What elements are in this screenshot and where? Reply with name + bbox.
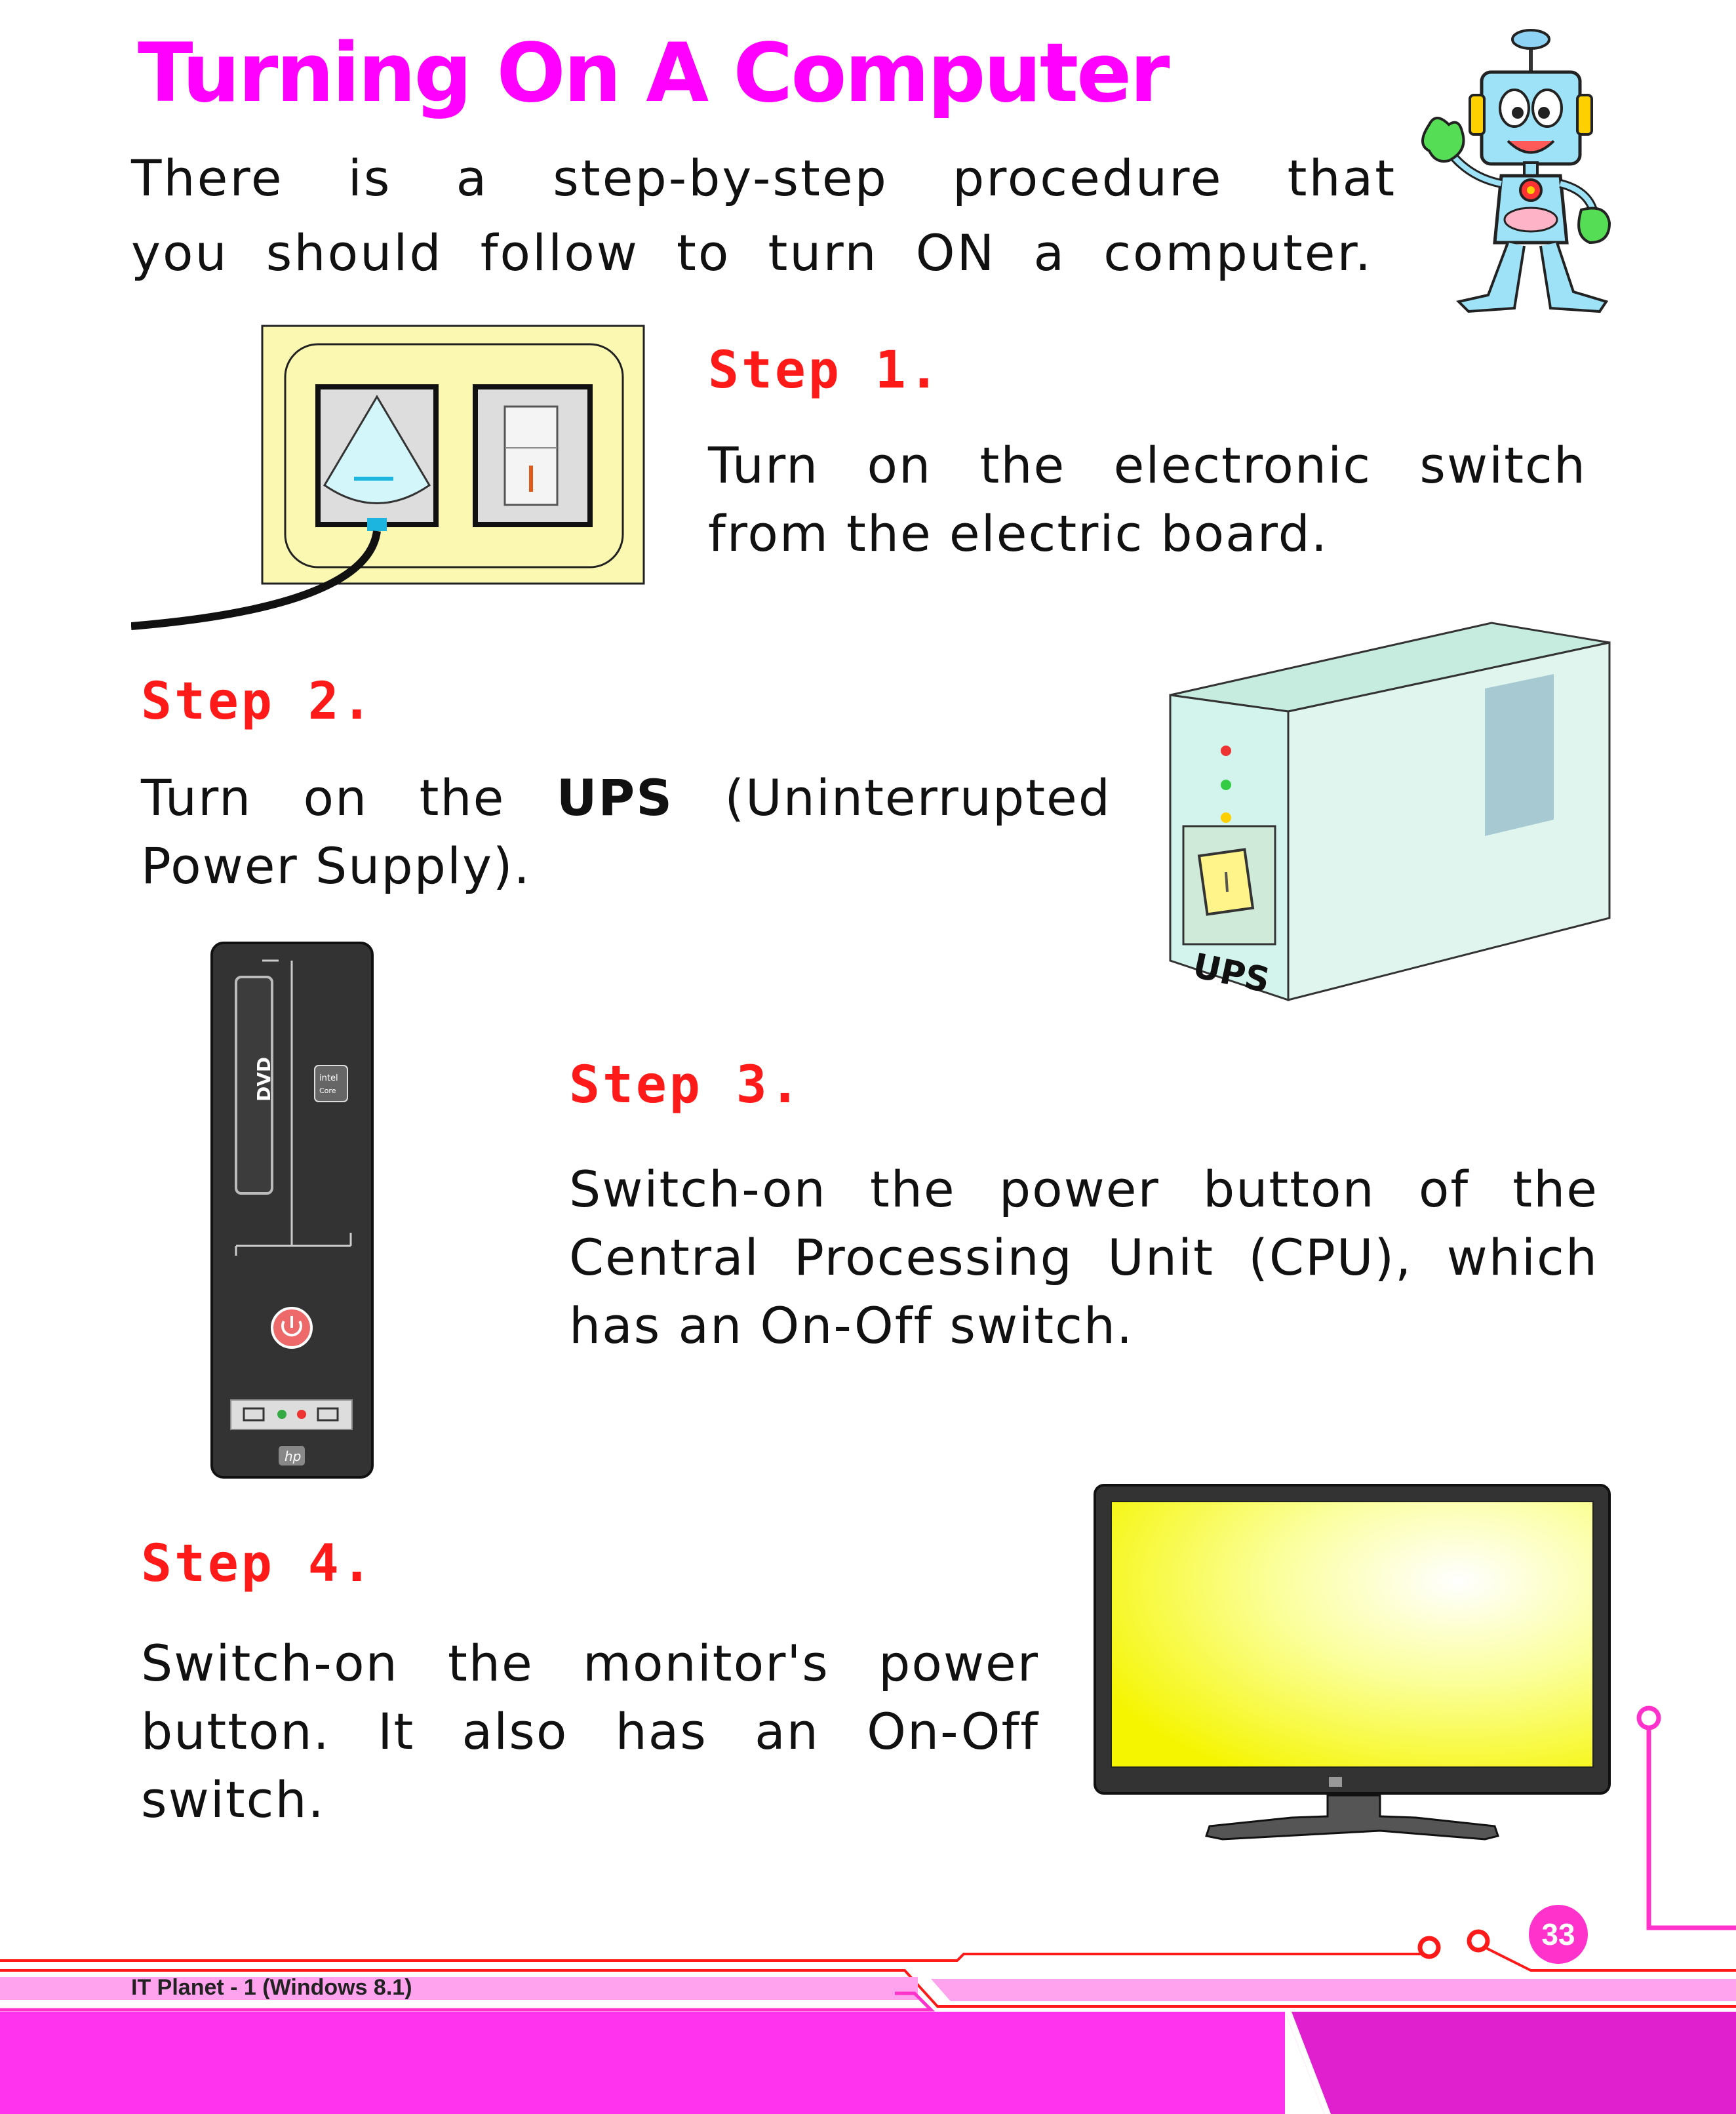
step-3-heading: Step 3. [569, 1056, 803, 1115]
step-2-heading: Step 2. [141, 672, 375, 731]
svg-text:DVD: DVD [253, 1057, 275, 1102]
step-3-text: Switch-on the power button of the Centra… [569, 1160, 1598, 1355]
page-number-badge: 33 [1529, 1905, 1588, 1964]
monitor-illustration [1094, 1484, 1611, 1841]
robot-mascot-illustration [1421, 29, 1611, 313]
ups-illustration: UPS [1169, 622, 1611, 1002]
intro-paragraph: There is a step-by-step procedure that y… [131, 149, 1396, 282]
svg-text:Core: Core [319, 1087, 336, 1095]
step-4-heading: Step 4. [141, 1534, 375, 1593]
footer-decoration [0, 1705, 1736, 2114]
svg-text:hp: hp [285, 1448, 301, 1464]
step-1-text: Turn on the electronic switch from the e… [708, 436, 1587, 563]
step-1-heading: Step 1. [708, 341, 942, 400]
footer-book-title: IT Planet - 1 (Windows 8.1) [131, 1975, 412, 2000]
ups-term: UPS [556, 768, 673, 827]
step-4-text: Switch-on the monitor's power button. It… [141, 1634, 1039, 1829]
page-title: Turning On A Computer [138, 26, 1170, 121]
monitor-power-icon [1329, 1777, 1342, 1787]
step-2-text: Turn on the UPS (Uninterrupted Power Sup… [141, 768, 1112, 895]
svg-text:intel: intel [319, 1073, 338, 1083]
switch-board-illustration [131, 325, 645, 630]
cpu-tower-illustration: DVD intel Core hp [210, 942, 374, 1479]
